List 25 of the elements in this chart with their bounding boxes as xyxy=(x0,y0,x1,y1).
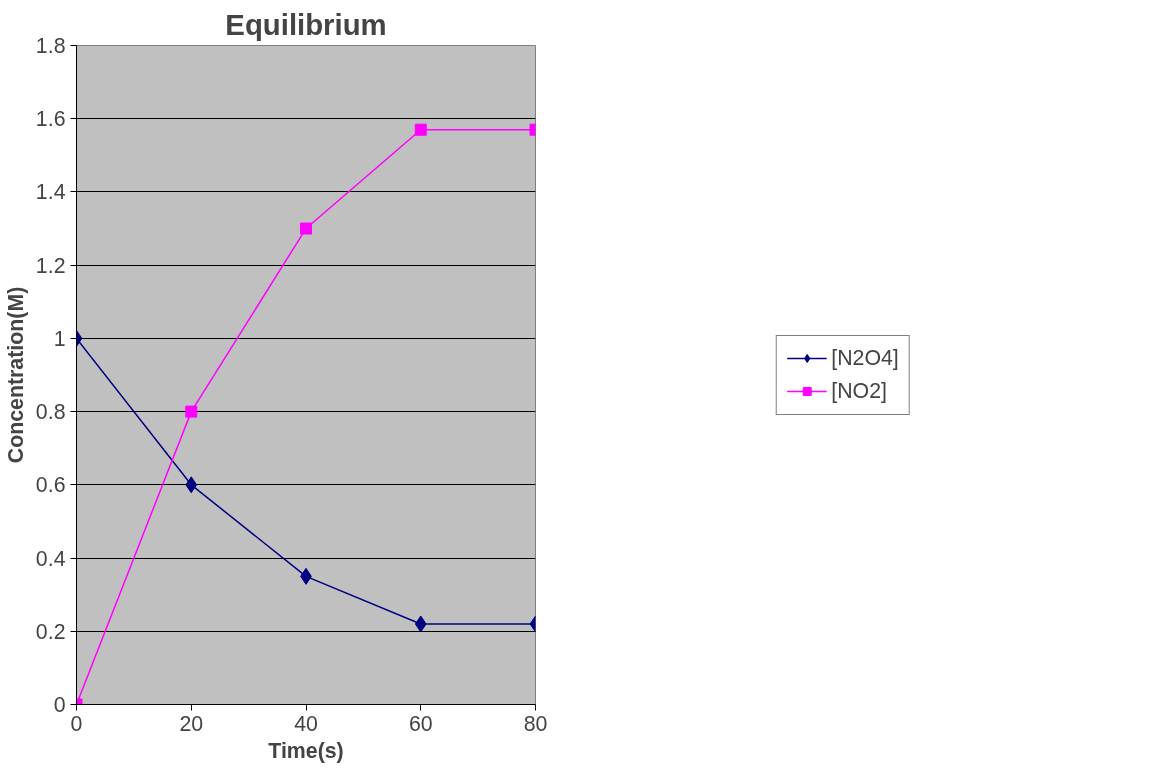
y-tick-label: 0.8 xyxy=(35,400,66,425)
y-tick-label: 1.4 xyxy=(35,180,66,205)
point xyxy=(414,615,427,633)
point xyxy=(414,123,427,136)
y-tick-label: 1.6 xyxy=(35,107,66,132)
x-tick-label: 20 xyxy=(179,711,204,736)
x-tick-label: 0 xyxy=(70,711,83,736)
point xyxy=(185,476,198,494)
chart-title: Equilibrium xyxy=(225,7,387,41)
x-tick-label: 60 xyxy=(408,711,433,736)
y-tick-label: 1.2 xyxy=(35,253,66,278)
point xyxy=(185,405,198,418)
x-tick-label: 80 xyxy=(523,711,548,736)
x-tick-label: 40 xyxy=(294,711,318,736)
point xyxy=(300,222,312,235)
y-tick-label: 0 xyxy=(53,693,66,717)
x-axis-title: Time(s) xyxy=(268,738,344,763)
y-tick-label: 0.2 xyxy=(35,619,66,644)
y-tick-label: 1 xyxy=(53,326,66,351)
y-tick-label: 0.4 xyxy=(35,546,66,571)
y-axis-title: Concentration(M) xyxy=(3,286,28,464)
y-tick-label: 1.8 xyxy=(35,34,66,58)
y-tick-label: 0.6 xyxy=(35,473,66,498)
legend-label: [N2O4] xyxy=(831,345,899,371)
legend-label: [NO2] xyxy=(831,378,887,404)
